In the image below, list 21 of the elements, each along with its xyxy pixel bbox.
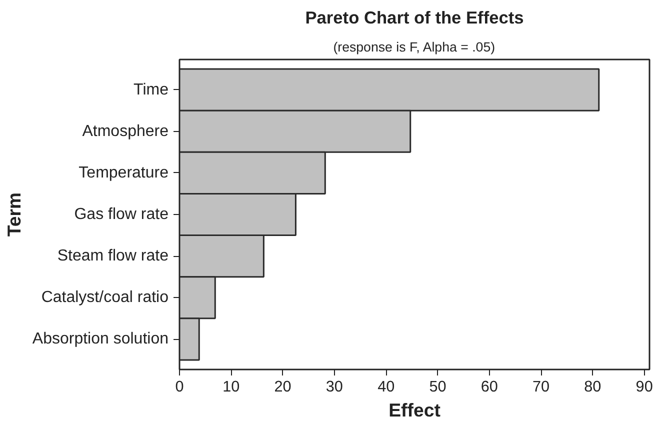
y-tick-label: Time: [134, 81, 169, 98]
x-tick-label: 10: [222, 378, 240, 396]
x-tick-label: 50: [429, 378, 446, 396]
chart-title: Pareto Chart of the Effects: [305, 8, 524, 28]
chart-subtitle: (response is F, Alpha = .05): [333, 40, 496, 54]
x-tick-label: 30: [326, 378, 343, 396]
y-tick-label: Catalyst/coal ratio: [41, 289, 169, 306]
x-tick-label: 60: [480, 378, 498, 396]
y-tick-label: Steam flow rate: [57, 248, 169, 265]
x-axis-title: Effect: [388, 400, 440, 420]
y-tick-label: Gas flow rate: [74, 206, 169, 223]
y-tick-label: Temperature: [78, 164, 169, 182]
y-tick-label: Absorption solution: [32, 330, 169, 348]
x-tick-label: 20: [274, 378, 292, 396]
x-tick-label: 70: [532, 378, 550, 396]
y-tick-label: Atmosphere: [82, 122, 169, 140]
x-tick-label: 0: [175, 378, 184, 396]
x-tick-label: 90: [636, 378, 653, 396]
x-tick-label: 40: [378, 378, 395, 396]
x-tick-label: 80: [584, 378, 602, 396]
y-axis-title: Term: [3, 192, 24, 237]
